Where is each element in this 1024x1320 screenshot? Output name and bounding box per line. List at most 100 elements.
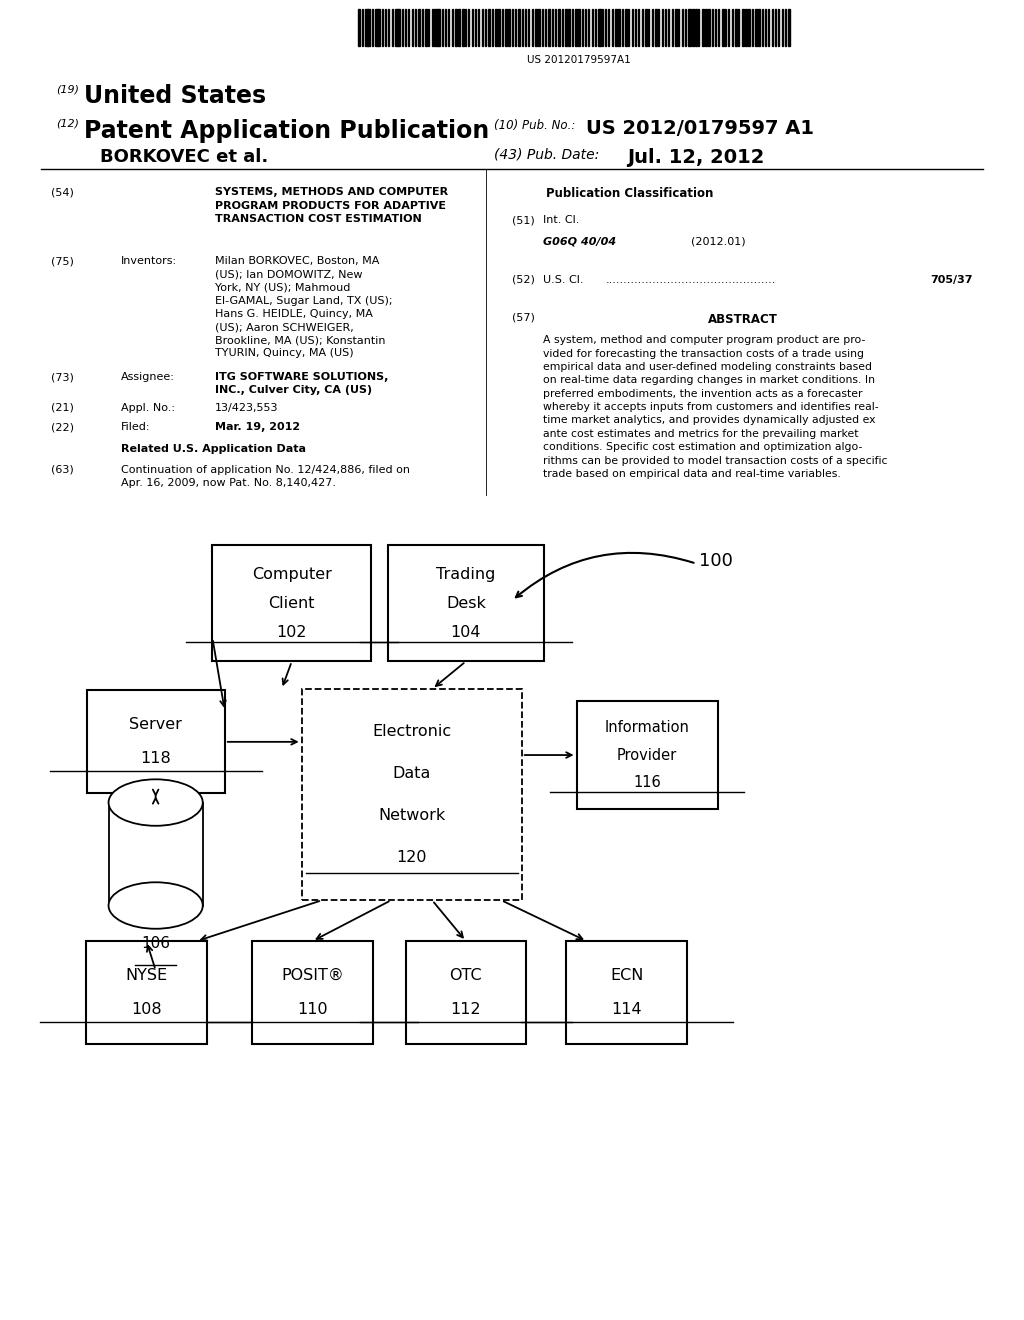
Bar	[459, 9, 460, 46]
Text: Network: Network	[378, 808, 445, 824]
Bar	[536, 9, 537, 46]
Bar	[749, 9, 750, 46]
Text: 13/423,553: 13/423,553	[215, 403, 279, 413]
Text: Publication Classification: Publication Classification	[546, 187, 714, 201]
Text: NYSE: NYSE	[125, 968, 168, 983]
Text: Patent Application Publication: Patent Application Publication	[84, 119, 489, 143]
Bar	[499, 9, 500, 46]
Text: (43) Pub. Date:: (43) Pub. Date:	[494, 148, 599, 162]
Bar	[598, 9, 601, 46]
Text: (75): (75)	[51, 256, 74, 267]
Text: POSIT®: POSIT®	[281, 968, 344, 983]
Text: Trading: Trading	[436, 566, 496, 582]
Bar	[425, 9, 427, 46]
Bar	[645, 9, 647, 46]
Text: Server: Server	[129, 717, 182, 733]
Text: 106: 106	[141, 936, 170, 950]
FancyBboxPatch shape	[212, 545, 371, 661]
Text: A system, method and computer program product are pro-
vided for forecasting the: A system, method and computer program pr…	[543, 335, 887, 479]
Text: 112: 112	[451, 1002, 481, 1018]
Text: US 2012/0179597 A1: US 2012/0179597 A1	[586, 119, 814, 137]
Text: (52): (52)	[512, 275, 535, 285]
Bar	[539, 9, 540, 46]
Bar	[575, 9, 577, 46]
Text: US 20120179597A1: US 20120179597A1	[526, 55, 631, 66]
Text: 114: 114	[611, 1002, 642, 1018]
Ellipse shape	[109, 779, 203, 826]
Text: (2012.01): (2012.01)	[691, 236, 745, 247]
Text: Filed:: Filed:	[121, 422, 151, 433]
Text: Computer: Computer	[252, 566, 332, 582]
Text: 705/37: 705/37	[930, 275, 973, 285]
Bar	[695, 9, 696, 46]
Bar	[692, 9, 694, 46]
Bar	[395, 9, 397, 46]
Bar	[615, 9, 616, 46]
Bar	[709, 9, 710, 46]
Bar	[412, 9, 414, 46]
Text: Int. Cl.: Int. Cl.	[543, 215, 580, 226]
FancyBboxPatch shape	[406, 941, 526, 1044]
Bar	[398, 9, 400, 46]
Bar	[401, 9, 403, 46]
Bar	[488, 9, 489, 46]
Bar	[422, 9, 423, 46]
Text: ECN: ECN	[610, 968, 643, 983]
Text: Information: Information	[605, 721, 689, 735]
Text: Appl. No.:: Appl. No.:	[121, 403, 175, 413]
Bar	[531, 9, 534, 46]
Text: Desk: Desk	[446, 595, 485, 611]
Text: Electronic: Electronic	[372, 723, 452, 739]
Text: 108: 108	[131, 1002, 162, 1018]
Bar	[735, 9, 736, 46]
Text: ITG SOFTWARE SOLUTIONS,
INC., Culver City, CA (US): ITG SOFTWARE SOLUTIONS, INC., Culver Cit…	[215, 372, 388, 396]
Bar	[571, 9, 573, 46]
Bar	[741, 9, 744, 46]
FancyBboxPatch shape	[577, 701, 718, 809]
Text: 100: 100	[699, 552, 733, 570]
Bar	[568, 9, 570, 46]
Text: United States: United States	[84, 84, 266, 108]
Bar	[495, 9, 497, 46]
Text: (19): (19)	[56, 84, 79, 95]
Text: (22): (22)	[51, 422, 74, 433]
FancyBboxPatch shape	[86, 690, 225, 793]
Bar	[438, 9, 440, 46]
Bar	[701, 9, 705, 46]
Bar	[432, 9, 434, 46]
Text: 116: 116	[633, 775, 662, 789]
Bar	[722, 9, 724, 46]
Text: (54): (54)	[51, 187, 74, 198]
Text: (12): (12)	[56, 119, 79, 129]
Text: Inventors:: Inventors:	[121, 256, 177, 267]
Text: 102: 102	[276, 624, 307, 640]
Bar	[558, 9, 560, 46]
Bar	[622, 9, 624, 46]
Text: 118: 118	[140, 751, 171, 767]
Bar	[435, 9, 437, 46]
Text: Continuation of application No. 12/424,886, filed on
Apr. 16, 2009, now Pat. No.: Continuation of application No. 12/424,8…	[121, 465, 410, 488]
Ellipse shape	[109, 882, 203, 929]
Text: U.S. Cl.: U.S. Cl.	[543, 275, 584, 285]
Text: Provider: Provider	[617, 747, 677, 763]
Bar	[745, 9, 746, 46]
Bar	[762, 9, 763, 46]
Bar	[455, 9, 457, 46]
Bar	[662, 9, 664, 46]
Bar	[542, 9, 544, 46]
Bar	[549, 9, 550, 46]
Text: Client: Client	[268, 595, 315, 611]
Text: Assignee:: Assignee:	[121, 372, 175, 383]
Text: (63): (63)	[51, 465, 74, 475]
Text: BORKOVEC et al.: BORKOVEC et al.	[100, 148, 268, 166]
Bar	[759, 9, 760, 46]
Text: 120: 120	[396, 850, 427, 866]
Bar	[382, 9, 383, 46]
Bar	[655, 9, 656, 46]
FancyBboxPatch shape	[86, 941, 207, 1044]
Bar	[505, 9, 507, 46]
Text: 110: 110	[297, 1002, 328, 1018]
Bar	[788, 9, 791, 46]
Text: (57): (57)	[512, 313, 535, 323]
Bar	[625, 9, 627, 46]
